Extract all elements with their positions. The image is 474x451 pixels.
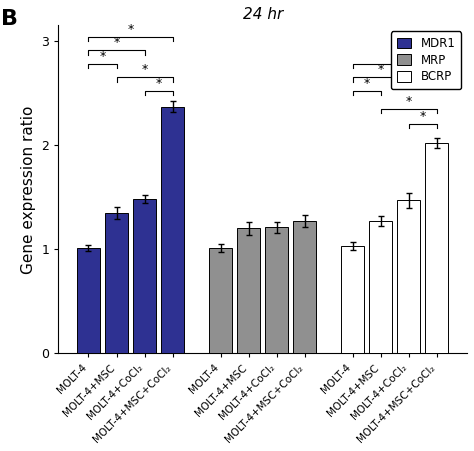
Bar xyxy=(209,248,232,353)
Bar xyxy=(105,213,128,353)
Text: *: * xyxy=(420,110,426,123)
Legend: MDR1, MRP, BCRP: MDR1, MRP, BCRP xyxy=(391,31,461,89)
Text: 24 hr: 24 hr xyxy=(243,7,283,22)
Bar xyxy=(426,143,448,353)
Text: *: * xyxy=(100,50,106,63)
Text: *: * xyxy=(113,37,119,49)
Bar xyxy=(369,221,392,353)
Text: *: * xyxy=(155,77,162,90)
Bar xyxy=(77,248,100,353)
Bar xyxy=(397,200,420,353)
Text: B: B xyxy=(1,9,18,29)
Bar xyxy=(293,221,316,353)
Text: *: * xyxy=(392,50,398,63)
Bar xyxy=(341,246,364,353)
Text: *: * xyxy=(378,64,384,76)
Bar xyxy=(133,199,156,353)
Text: *: * xyxy=(364,77,370,90)
Y-axis label: Gene expression ratio: Gene expression ratio xyxy=(21,105,36,274)
Bar xyxy=(161,106,184,353)
Bar xyxy=(237,228,260,353)
Bar xyxy=(265,227,288,353)
Text: *: * xyxy=(142,64,148,76)
Text: *: * xyxy=(406,95,412,108)
Text: *: * xyxy=(128,23,134,36)
